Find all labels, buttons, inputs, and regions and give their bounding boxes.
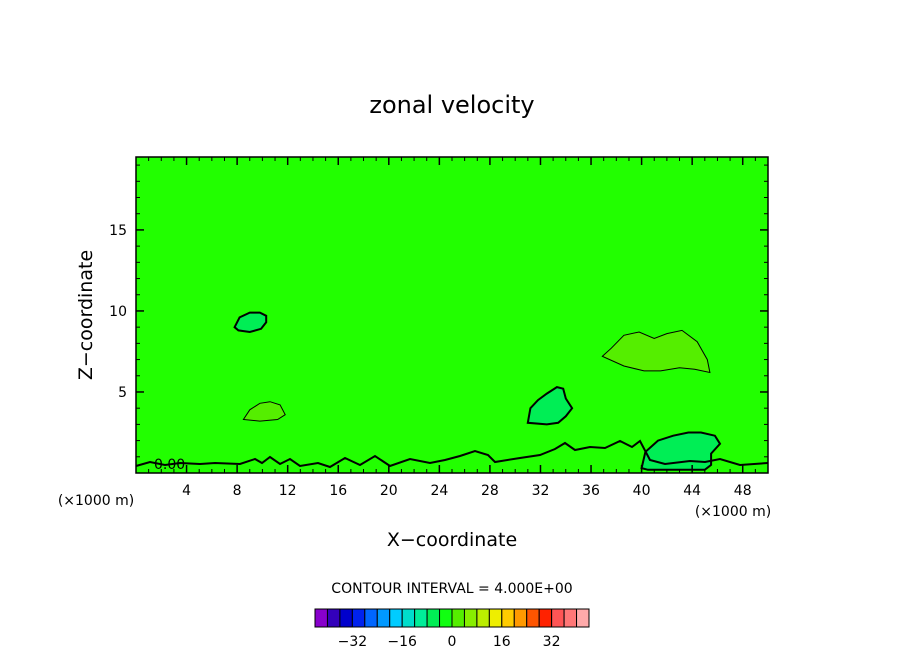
contour-label: 0.00 [154,457,185,473]
colorbar-tick-label: 32 [543,634,561,650]
x-tick-label: 36 [582,483,600,499]
colorbar-swatch [538,608,553,628]
colorbar-tick-label: −16 [387,634,417,650]
contour-region-positive-4 [601,329,711,374]
x-tick-label: 24 [430,483,448,499]
colorbar-swatch [401,608,416,628]
plot-background [136,157,768,473]
colorbar-swatch [576,608,590,628]
colorbar-swatch [563,608,578,628]
x-tick-label: 28 [481,483,499,499]
plot-area: 0.00 [135,156,769,474]
zero-contour-line [135,439,769,469]
colorbar-swatch [501,608,515,628]
colorbar-swatch [376,608,391,628]
x-tick-label: 4 [182,483,191,499]
colorbar-swatch [476,608,490,628]
x-tick-labels: 4 8 12 16 20 24 28 32 36 40 44 48 [182,483,752,499]
colorbar-tick-label: 16 [493,634,511,650]
colorbar [314,608,590,628]
contour-interval-text: CONTOUR INTERVAL = 4.000E+00 [331,581,572,597]
colorbar-swatch [364,608,378,628]
colorbar-swatch [426,608,441,628]
x-tick-label: 8 [233,483,242,499]
axis-ticks [136,157,768,473]
colorbar-swatch [463,608,478,628]
colorbar-swatch [439,608,453,628]
colorbar-swatch [526,608,540,628]
colorbar-swatch [414,608,428,628]
x-tick-label: 16 [329,483,347,499]
y-tick-label: 10 [109,304,127,320]
x-units-left: (×1000 m) [58,493,134,509]
x-units-right: (×1000 m) [695,504,771,520]
contour-region-negative-1 [233,311,268,334]
colorbar-swatch [314,608,328,628]
x-tick-label: 48 [734,483,752,499]
x-axis-label: X−coordinate [387,529,517,551]
contour-region-negative-3 [526,386,574,426]
colorbar-swatch [551,608,565,628]
chart-title: zonal velocity [369,91,534,119]
x-tick-label: 12 [279,483,297,499]
y-tick-labels: 5 10 15 [109,223,127,401]
colorbar-tick-label: −32 [338,634,368,650]
x-tick-label: 40 [633,483,651,499]
x-tick-label: 20 [380,483,398,499]
colorbar-swatch [351,608,366,628]
colorbar-swatch [389,608,403,628]
colorbar-swatch [451,608,465,628]
x-tick-label: 44 [683,483,701,499]
colorbar-swatch [326,608,341,628]
colorbar-tick-label: 0 [448,634,457,650]
colorbar-swatch [513,608,528,628]
y-tick-label: 15 [109,223,127,239]
colorbar-swatch [339,608,353,628]
y-axis-label: Z−coordinate [75,250,97,380]
colorbar-swatch [488,608,503,628]
colorbar-labels: −32 −16 0 16 32 [338,634,561,650]
y-tick-label: 5 [118,385,127,401]
x-tick-label: 32 [532,483,550,499]
contour-region-positive-2 [242,401,286,422]
